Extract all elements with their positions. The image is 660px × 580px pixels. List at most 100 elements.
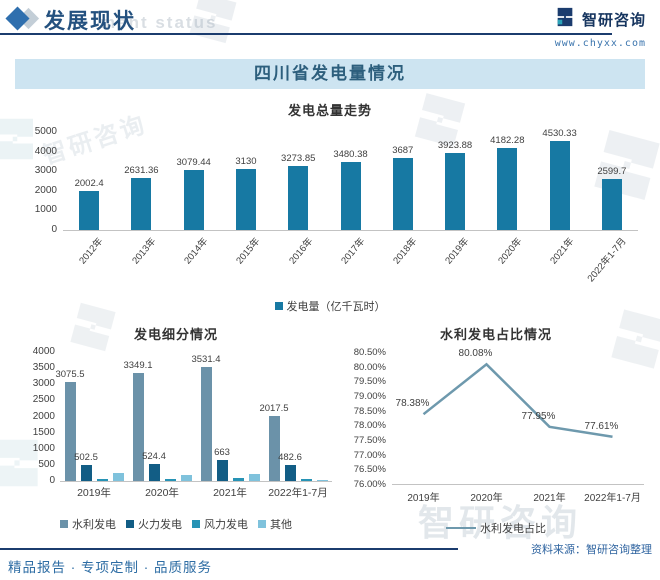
bar-value-label: 2017.5 <box>259 402 289 414</box>
legend-label: 其他 <box>270 519 292 531</box>
bar-value-label: 3273.85 <box>281 152 316 164</box>
x-axis-label-text: 2015年 <box>234 235 263 267</box>
legend-item: 水利发电占比 <box>446 520 546 536</box>
chart-legend: 发电量（亿千瓦时） <box>15 298 645 314</box>
legend-item: 水利发电 <box>60 516 116 532</box>
bar-value-label: 3075.5 <box>55 368 85 380</box>
hydro-share-line-chart: 水利发电占比情况 80.50% 80.00% 79.50% 79.00% 78.50% 7… <box>338 318 654 548</box>
bar <box>80 464 92 481</box>
generation-breakdown-bar-chart: 发电细分情况 0 500 1000 1500 2000 2500 3000 3500 4000 … <box>15 318 337 548</box>
chart-title: 发电总量走势 <box>287 103 372 118</box>
legend-label: 水利发电占比 <box>480 523 546 535</box>
legend-label: 风力发电 <box>204 519 248 531</box>
bar-value-label: 2002.4 <box>74 177 104 189</box>
x-axis-label-text: 2020年 <box>495 235 525 267</box>
chart-title: 水利发电占比情况 <box>439 327 552 342</box>
bar-value-label: 3079.44 <box>176 156 211 168</box>
legend-item: 其他 <box>258 516 292 532</box>
legend-swatch <box>60 520 68 528</box>
legend-label: 火力发电 <box>138 519 182 531</box>
x-axis-label-text: 2021年 <box>548 235 577 267</box>
x-axis-label-text: 2012年 <box>77 235 106 267</box>
legend-line-swatch <box>446 526 476 530</box>
y-axis-label: 2000 <box>34 184 57 196</box>
bar <box>340 161 361 230</box>
y-axis-label: 76.00% <box>353 479 386 490</box>
y-axis-label: 1000 <box>34 204 57 216</box>
y-axis-label: 78.50% <box>353 405 386 417</box>
bar <box>132 373 144 481</box>
brand-logo-icon <box>554 6 576 33</box>
bar <box>549 141 570 230</box>
x-axis-label-text: 2019年 <box>443 235 472 267</box>
y-axis-label: 77.00% <box>353 449 386 461</box>
y-axis-label: 1000 <box>32 442 55 454</box>
y-axis-label: 500 <box>38 458 55 470</box>
x-axis-label-text: 2016年 <box>286 235 315 267</box>
bar <box>392 157 413 230</box>
bar <box>164 478 176 481</box>
y-axis-label: 1500 <box>32 426 55 438</box>
chart-legend: 水利发电占比 <box>338 520 654 536</box>
y-axis-label: 77.50% <box>353 435 386 446</box>
bar-value-label: 482.6 <box>278 452 302 464</box>
point-value-label: 77.95% <box>521 410 556 422</box>
x-axis-label-text: 2018年 <box>391 235 420 267</box>
bar-value-label: 3480.38 <box>333 148 368 160</box>
line-series <box>422 362 613 439</box>
x-axis-label-text: 2022年1-7月 <box>585 235 629 285</box>
x-axis-label: 2022年1-7月 <box>584 493 641 504</box>
y-axis-label: 78.00% <box>353 420 386 432</box>
bar <box>183 169 204 230</box>
x-axis-label: 2019年 <box>407 493 440 504</box>
brand-url-link[interactable]: www.chyxx.com <box>554 38 646 49</box>
legend-swatch <box>258 520 266 528</box>
bar-value-label: 3130 <box>235 155 257 167</box>
y-axis-label: 4000 <box>32 346 55 357</box>
y-axis-label: 5000 <box>34 126 57 137</box>
bar <box>497 148 518 230</box>
legend-item: 火力发电 <box>126 516 182 532</box>
legend-item: 发电量（亿千瓦时） <box>274 298 386 314</box>
bar-value-label: 2631.36 <box>124 165 159 177</box>
x-axis-label: 2021年 <box>533 493 566 504</box>
bar <box>131 178 152 230</box>
x-axis-label-text: 2014年 <box>182 235 211 267</box>
brand-name: 智研咨询 <box>581 12 646 29</box>
point-value-label: 78.38% <box>395 398 430 410</box>
x-axis-label: 2020年 <box>470 493 503 504</box>
bar <box>235 168 256 230</box>
y-axis-label: 2000 <box>32 410 55 422</box>
y-axis-label: 79.00% <box>353 391 386 402</box>
y-axis-label: 3500 <box>32 362 55 374</box>
chart-legend: 水利发电 火力发电 风力发电 其他 <box>15 516 337 532</box>
bar-value-label: 4530.33 <box>542 128 577 140</box>
bar-value-label: 3687 <box>392 144 414 156</box>
bar-value-label: 3531.4 <box>191 354 221 366</box>
bar <box>316 480 328 481</box>
point-value-label: 80.08% <box>458 348 493 360</box>
bar <box>96 479 108 481</box>
bar-value-label: 4182.28 <box>490 135 525 147</box>
bar-value-label: 502.5 <box>74 451 98 463</box>
y-axis-label: 2500 <box>32 394 55 406</box>
legend-swatch <box>126 520 134 528</box>
data-source-note: 资料来源：智研咨询整理 <box>531 544 652 556</box>
legend-label: 水利发电 <box>72 519 116 531</box>
line-path <box>422 362 613 439</box>
bar-value-label: 524.4 <box>142 451 166 463</box>
brand-logo: 智研咨询 <box>554 6 646 33</box>
y-axis-label: 0 <box>51 224 57 235</box>
y-axis-label: 80.50% <box>353 347 386 358</box>
bar-value-label: 3349.1 <box>123 360 153 371</box>
bar-value-label: 2599.7 <box>597 166 627 178</box>
header-watermark: ment status <box>100 13 218 32</box>
y-axis-label: 3000 <box>34 165 57 177</box>
bar <box>64 381 76 481</box>
bar <box>300 478 312 481</box>
y-axis-label: 79.50% <box>353 376 386 388</box>
y-axis-label: 80.00% <box>353 361 386 373</box>
x-axis-label-text: 2013年 <box>130 235 159 267</box>
x-axis-label: 2021年 <box>213 487 247 499</box>
